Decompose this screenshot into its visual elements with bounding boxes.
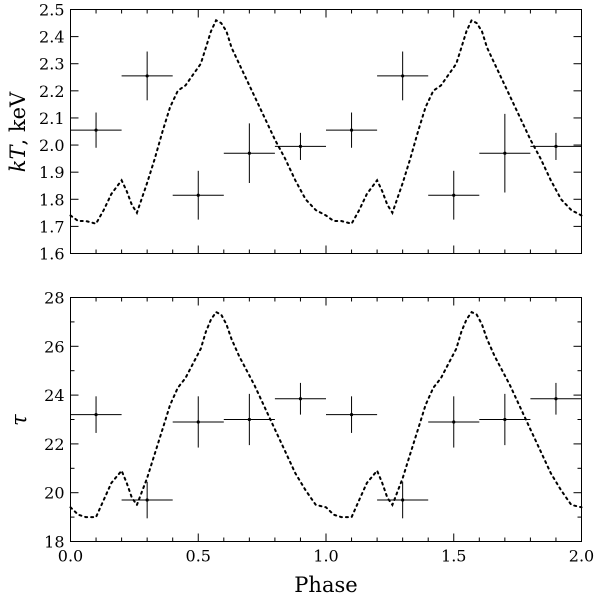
kt-y-tick-label: 1.8 <box>39 190 64 209</box>
tau-data-point <box>70 396 122 433</box>
tau-point-marker <box>94 413 98 417</box>
kt-data-point <box>377 51 429 101</box>
tau-data-point <box>223 393 275 446</box>
tau-model-curve <box>69 310 583 519</box>
tau-plot-frame <box>70 297 582 542</box>
tau-data-point <box>326 396 378 433</box>
phase-tick-label: 0.0 <box>58 547 83 566</box>
kt-plot-frame <box>70 9 582 254</box>
tau-tick-labels: 0.0 0.5 1.0 1.5 2.0 18 20 22 24 26 28 <box>44 289 594 566</box>
kt-y-tick-label: 1.7 <box>39 217 64 236</box>
kt-tick-labels: 1.6 1.7 1.8 1.9 2.0 2.1 2.2 2.3 2.4 2.5 <box>39 1 64 264</box>
tau-y-tick-label: 18 <box>44 533 64 552</box>
kt-point-marker <box>298 144 303 149</box>
kt-data-point <box>223 123 275 184</box>
tau-data-points <box>70 382 582 519</box>
tau-point-marker <box>298 397 303 401</box>
kt-data-point <box>530 132 582 160</box>
phase-tick-label: 1.5 <box>441 547 466 566</box>
kt-data-point <box>479 113 531 193</box>
tau-y-tick-label: 28 <box>44 289 64 308</box>
kt-axis-title: kT, keV <box>6 91 30 172</box>
tau-dotted-curve <box>69 310 583 519</box>
phase-tick-label: 2.0 <box>569 547 594 566</box>
tau-y-tick-label: 26 <box>44 337 64 356</box>
tau-data-point <box>530 382 582 415</box>
kt-axis-title-italic: kT <box>6 143 30 172</box>
kt-y-tick-label: 2.5 <box>39 1 64 20</box>
kt-data-points <box>70 51 582 220</box>
tau-point-marker <box>247 417 251 422</box>
phase-tick-label: 1.0 <box>313 547 338 566</box>
kt-y-tick-label: 2.1 <box>39 109 64 128</box>
tau-data-point <box>274 382 326 415</box>
tau-panel: 0.0 0.5 1.0 1.5 2.0 18 20 22 24 26 28 τ Phase <box>7 289 594 598</box>
tau-data-point <box>428 396 480 448</box>
kt-point-marker <box>503 151 507 155</box>
tau-point-marker <box>349 413 354 417</box>
kt-y-tick-label: 1.6 <box>39 245 64 264</box>
kt-data-point <box>172 170 224 220</box>
kt-axis-title-rest: , keV <box>6 91 30 146</box>
tau-y-tick-label: 24 <box>44 386 64 405</box>
tau-y-tick-label: 20 <box>44 484 64 503</box>
kt-data-point <box>274 132 326 160</box>
kt-point-marker <box>452 193 456 197</box>
kt-data-point <box>428 170 480 220</box>
tau-point-marker <box>554 397 558 401</box>
kt-y-tick-label: 2.0 <box>39 136 64 155</box>
kt-panel: 1.6 1.7 1.8 1.9 2.0 2.1 2.2 2.3 2.4 2.5 kT, keV <box>6 1 583 264</box>
kt-y-tick-label: 2.2 <box>39 82 64 101</box>
tau-point-marker <box>452 420 456 424</box>
tau-y-tick-label: 22 <box>44 435 64 454</box>
kt-dotted-curve <box>69 18 583 225</box>
kt-point-marker <box>94 128 98 132</box>
kt-point-marker <box>349 128 354 132</box>
tau-point-marker <box>145 498 149 502</box>
kt-point-marker <box>145 74 149 78</box>
tau-data-point <box>377 481 429 519</box>
kt-y-tick-label: 2.4 <box>39 28 64 47</box>
tau-point-marker <box>503 417 507 422</box>
kt-point-marker <box>401 74 405 78</box>
kt-point-marker <box>247 151 251 155</box>
tau-data-point <box>172 396 224 448</box>
tau-data-point <box>479 393 531 446</box>
phase-tick-label: 0.5 <box>186 547 211 566</box>
kt-data-point <box>326 112 378 148</box>
tau-data-point <box>121 481 173 519</box>
kt-point-marker <box>554 144 558 149</box>
kt-y-tick-label: 2.3 <box>39 55 64 74</box>
tau-point-marker <box>196 420 200 424</box>
tau-axis-title: τ <box>7 414 31 426</box>
kt-model-curve <box>69 18 583 225</box>
kt-data-point <box>70 112 122 148</box>
kt-point-marker <box>196 193 200 197</box>
tau-point-marker <box>401 498 405 502</box>
kt-data-point <box>121 51 173 101</box>
phase-axis-title: Phase <box>294 573 357 597</box>
kt-y-tick-label: 1.9 <box>39 163 64 182</box>
